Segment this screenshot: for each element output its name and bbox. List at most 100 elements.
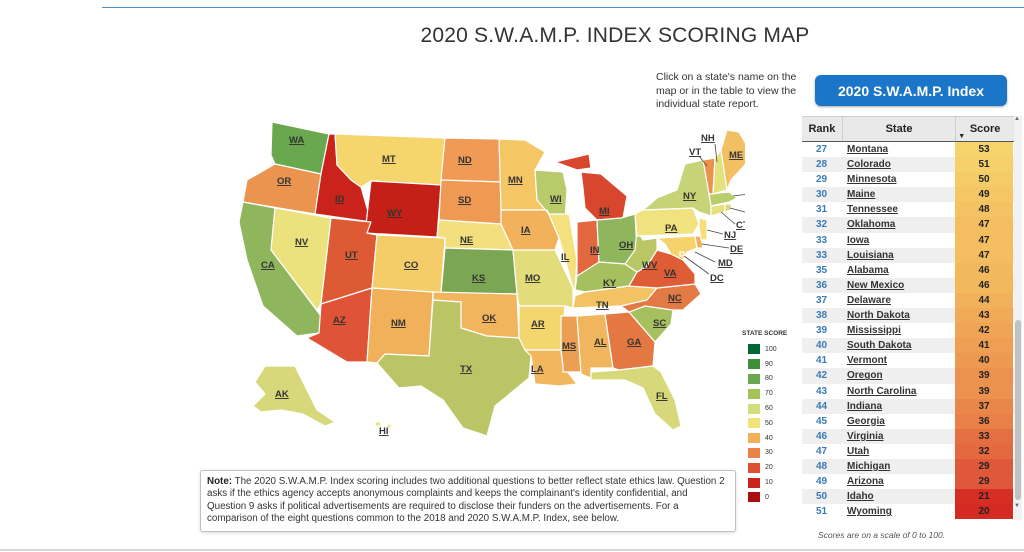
- state-FL[interactable]: [590, 365, 682, 431]
- label-UT[interactable]: UT: [345, 250, 358, 261]
- table-row[interactable]: 37 Delaware 44: [802, 292, 1014, 309]
- state-link[interactable]: Louisiana: [847, 249, 894, 261]
- state-link[interactable]: North Dakota: [847, 310, 910, 322]
- state-link[interactable]: Tennessee: [847, 204, 898, 216]
- label-HI[interactable]: HI: [379, 426, 389, 437]
- label-TX[interactable]: TX: [460, 364, 473, 375]
- table-row[interactable]: 51 Wyoming 20: [802, 504, 1014, 520]
- state-link[interactable]: Delaware: [847, 294, 891, 306]
- label-AZ[interactable]: AZ: [333, 315, 346, 326]
- label-GA[interactable]: GA: [627, 337, 641, 348]
- label-NE[interactable]: NE: [460, 235, 473, 246]
- label-AR[interactable]: AR: [531, 319, 545, 330]
- table-row[interactable]: 30 Maine 49: [802, 187, 1014, 203]
- state-DC[interactable]: [679, 251, 685, 257]
- label-MI[interactable]: MI: [599, 206, 610, 217]
- label-IL[interactable]: IL: [561, 252, 570, 263]
- label-CT[interactable]: CT: [736, 220, 745, 231]
- state-KS[interactable]: [440, 247, 518, 295]
- state-MO[interactable]: [512, 249, 574, 309]
- label-MO[interactable]: MO: [525, 273, 540, 284]
- label-TN[interactable]: TN: [596, 300, 609, 311]
- state-link[interactable]: Oklahoma: [847, 219, 896, 231]
- state-link[interactable]: Wyoming: [847, 506, 892, 518]
- state-link[interactable]: Michigan: [847, 460, 891, 472]
- state-NV[interactable]: [270, 207, 332, 311]
- label-AK[interactable]: AK: [275, 389, 289, 400]
- table-row[interactable]: 33 Louisiana 47: [802, 247, 1014, 263]
- label-SD[interactable]: SD: [458, 195, 471, 206]
- label-NJ[interactable]: NJ: [724, 230, 736, 241]
- state-link[interactable]: Idaho: [847, 491, 874, 503]
- label-CO[interactable]: CO: [404, 260, 418, 271]
- label-DE[interactable]: DE: [730, 244, 743, 255]
- label-NC[interactable]: NC: [668, 293, 682, 304]
- label-WI[interactable]: WI: [550, 194, 562, 205]
- label-OR[interactable]: OR: [277, 176, 291, 187]
- state-link[interactable]: Mississippi: [847, 325, 901, 337]
- table-row[interactable]: 31 Tennessee 48: [802, 202, 1014, 218]
- label-NV[interactable]: NV: [295, 237, 309, 248]
- state-link[interactable]: Maine: [847, 189, 876, 201]
- label-WA[interactable]: WA: [289, 135, 304, 146]
- state-link[interactable]: Colorado: [847, 159, 891, 171]
- state-HI[interactable]: [374, 421, 392, 429]
- state-link[interactable]: Arizona: [847, 476, 884, 488]
- table-row[interactable]: 27 Montana 53: [802, 142, 1014, 158]
- table-row[interactable]: 49 Arizona 29: [802, 474, 1014, 490]
- state-IL[interactable]: [546, 209, 578, 291]
- label-NY[interactable]: NY: [683, 191, 697, 202]
- scroll-down-icon[interactable]: ▼: [1014, 503, 1020, 509]
- state-AK[interactable]: [252, 365, 336, 427]
- label-VT[interactable]: VT: [689, 147, 701, 158]
- label-MS[interactable]: MS: [562, 341, 576, 352]
- table-row[interactable]: 29 Minnesota 50: [802, 172, 1014, 188]
- table-row[interactable]: 42 Oregon 39: [802, 368, 1014, 384]
- state-link[interactable]: Minnesota: [847, 174, 897, 186]
- table-row[interactable]: 48 Michigan 29: [802, 458, 1014, 475]
- table-row[interactable]: 45 Georgia 36: [802, 413, 1014, 429]
- label-ND[interactable]: ND: [458, 155, 472, 166]
- state-NJ[interactable]: [698, 217, 708, 241]
- state-ME[interactable]: [720, 129, 745, 191]
- state-link[interactable]: Virginia: [847, 430, 884, 442]
- label-OK[interactable]: OK: [482, 313, 496, 324]
- label-FL[interactable]: FL: [656, 391, 668, 402]
- table-row[interactable]: 41 Vermont 40: [802, 353, 1014, 369]
- state-WY[interactable]: [364, 180, 442, 238]
- table-row[interactable]: 40 South Dakota 41: [802, 338, 1014, 354]
- label-SC[interactable]: SC: [653, 318, 666, 329]
- state-MA[interactable]: [708, 191, 738, 207]
- label-PA[interactable]: PA: [665, 223, 678, 234]
- state-link[interactable]: Oregon: [847, 370, 883, 382]
- table-row[interactable]: 35 Alabama 46: [802, 262, 1014, 278]
- label-MT[interactable]: MT: [382, 154, 396, 165]
- state-NC[interactable]: [620, 283, 702, 313]
- state-NY[interactable]: [642, 159, 712, 217]
- header-state[interactable]: State: [843, 117, 957, 141]
- label-ME[interactable]: ME: [729, 150, 743, 161]
- state-link[interactable]: New Mexico: [847, 279, 905, 291]
- table-row[interactable]: 36 New Mexico 46: [802, 277, 1014, 293]
- label-OH[interactable]: OH: [619, 240, 633, 251]
- label-NH[interactable]: NH: [701, 133, 715, 144]
- label-IA[interactable]: IA: [521, 225, 531, 236]
- table-row[interactable]: 39 Mississippi 42: [802, 323, 1014, 339]
- label-IN[interactable]: IN: [590, 245, 600, 256]
- state-RI[interactable]: [724, 203, 732, 213]
- swamp-index-button[interactable]: 2020 S.W.A.M.P. Index: [815, 75, 1007, 106]
- state-TX[interactable]: [376, 299, 532, 437]
- state-link[interactable]: Georgia: [847, 415, 885, 427]
- table-row[interactable]: 44 Indiana 37: [802, 398, 1014, 414]
- label-KS[interactable]: KS: [472, 273, 485, 284]
- table-row[interactable]: 50 Idaho 21: [802, 489, 1014, 505]
- label-WV[interactable]: WV: [642, 260, 658, 271]
- table-row[interactable]: 28 Colorado 51: [802, 157, 1014, 173]
- table-row[interactable]: 32 Oklahoma 47: [802, 217, 1014, 233]
- table-row[interactable]: 38 North Dakota 43: [802, 308, 1014, 324]
- table-row[interactable]: 43 North Carolina 39: [802, 383, 1014, 399]
- header-rank[interactable]: Rank: [802, 117, 843, 141]
- state-link[interactable]: Indiana: [847, 400, 883, 412]
- scroll-up-icon[interactable]: ▲: [1014, 116, 1020, 122]
- state-link[interactable]: Montana: [847, 144, 889, 155]
